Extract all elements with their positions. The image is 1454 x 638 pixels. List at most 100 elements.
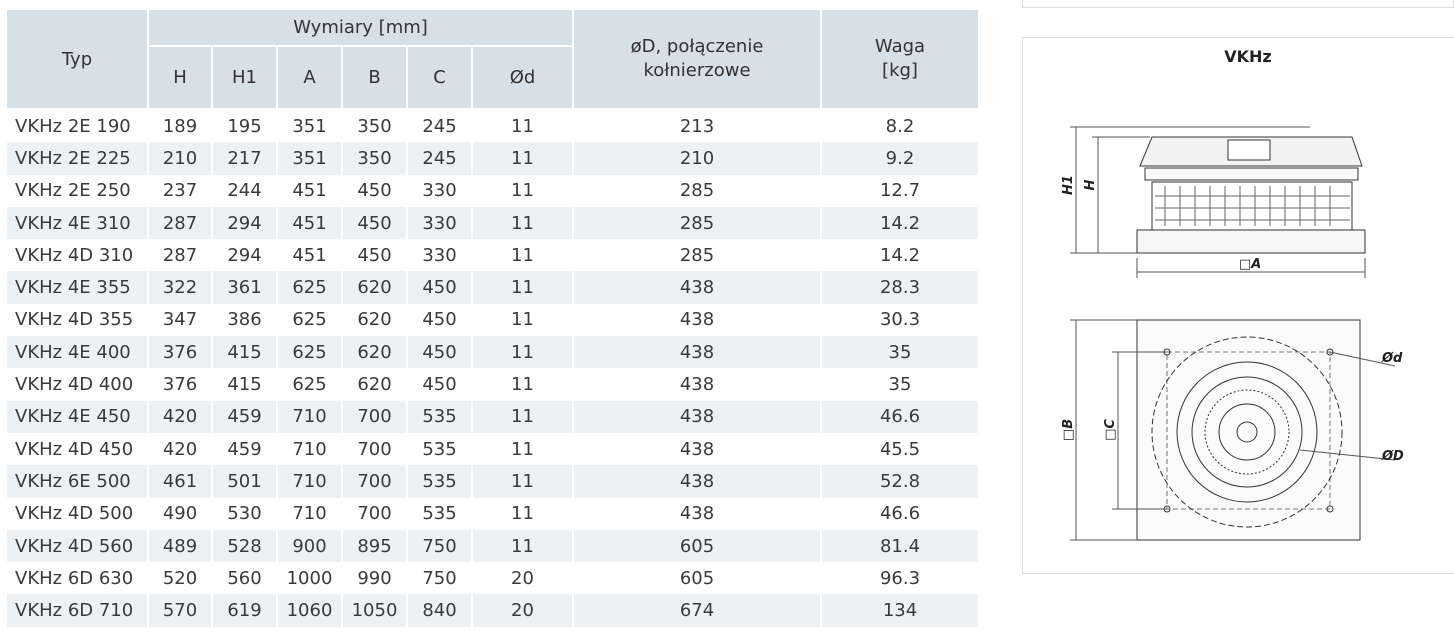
value-cell: 45.5 xyxy=(820,432,980,466)
value-cell: 386 xyxy=(211,303,278,337)
value-cell: 11 xyxy=(471,239,574,272)
value-cell: 750 xyxy=(406,562,473,595)
value-cell: 520 xyxy=(147,562,213,595)
value-cell: 11 xyxy=(471,336,574,369)
type-cell: VKHz 2E 225 xyxy=(5,142,149,175)
value-cell: 11 xyxy=(471,368,574,401)
table-row: VKHz 2E 250 237 244 451 450 330 11 285 12.7 xyxy=(5,174,980,207)
label-h: H xyxy=(1083,179,1098,190)
value-cell: 20 xyxy=(471,562,574,595)
table-row: VKHz 6D 710 570 619 1060 1050 840 20 674 134 xyxy=(5,594,980,627)
value-cell: 451 xyxy=(276,206,343,240)
value-cell: 210 xyxy=(147,142,213,175)
type-cell: VKHz 4E 355 xyxy=(5,271,149,304)
value-cell: 700 xyxy=(341,497,408,530)
table-row: VKHz 4D 560 489 528 900 895 750 11 605 81.4 xyxy=(5,529,980,563)
spec-table: Typ Wymiary [mm] øD, połączenie kołnierz… xyxy=(5,8,980,627)
value-cell: 438 xyxy=(572,497,822,530)
table-body: VKHz 2E 190 189 195 351 350 245 11 213 8.2 VKHz 2… xyxy=(5,109,980,627)
table-row: VKHz 4D 355 347 386 625 620 450 11 438 30.3 xyxy=(5,303,980,337)
value-cell: 11 xyxy=(471,142,574,175)
value-cell: 244 xyxy=(211,174,278,207)
value-cell: 450 xyxy=(341,206,408,240)
type-cell: VKHz 4E 400 xyxy=(5,336,149,369)
value-cell: 287 xyxy=(147,239,213,272)
value-cell: 11 xyxy=(471,303,574,337)
value-cell: 96.3 xyxy=(820,562,980,595)
value-cell: 438 xyxy=(572,303,822,337)
value-cell: 14.2 xyxy=(820,239,980,272)
value-cell: 285 xyxy=(572,239,822,272)
value-cell: 1050 xyxy=(341,594,408,627)
value-cell: 81.4 xyxy=(820,529,980,563)
value-cell: 52.8 xyxy=(820,465,980,498)
header-dim: B xyxy=(341,45,408,110)
type-cell: VKHz 6D 630 xyxy=(5,562,149,595)
value-cell: 501 xyxy=(211,465,278,498)
value-cell: 245 xyxy=(406,142,473,175)
value-cell: 605 xyxy=(572,562,822,595)
value-cell: 451 xyxy=(276,174,343,207)
value-cell: 189 xyxy=(147,109,213,143)
value-cell: 535 xyxy=(406,400,473,433)
value-cell: 450 xyxy=(341,174,408,207)
type-cell: VKHz 2E 250 xyxy=(5,174,149,207)
value-cell: 11 xyxy=(471,206,574,240)
value-cell: 459 xyxy=(211,432,278,466)
value-cell: 1000 xyxy=(276,562,343,595)
value-cell: 570 xyxy=(147,594,213,627)
value-cell: 347 xyxy=(147,303,213,337)
value-cell: 20 xyxy=(471,594,574,627)
header-group: Wymiary [mm] xyxy=(147,8,574,47)
value-cell: 322 xyxy=(147,271,213,304)
value-cell: 11 xyxy=(471,432,574,466)
value-cell: 11 xyxy=(471,529,574,563)
value-cell: 900 xyxy=(276,529,343,563)
drawing-title: VKHz xyxy=(1224,47,1271,66)
value-cell: 351 xyxy=(276,142,343,175)
value-cell: 438 xyxy=(572,368,822,401)
value-cell: 376 xyxy=(147,368,213,401)
value-cell: 895 xyxy=(341,529,408,563)
table-row: VKHz 4E 355 322 361 625 620 450 11 438 28.3 xyxy=(5,271,980,304)
type-cell: VKHz 4D 560 xyxy=(5,529,149,563)
header-weight: Waga [kg] xyxy=(820,8,980,110)
header-flange: øD, połączenie kołnierzowe xyxy=(572,8,822,110)
value-cell: 245 xyxy=(406,109,473,143)
type-cell: VKHz 4D 500 xyxy=(5,497,149,530)
top-view xyxy=(1070,319,1396,541)
label-d: Ød xyxy=(1381,351,1403,366)
value-cell: 450 xyxy=(406,303,473,337)
value-cell: 620 xyxy=(341,368,408,401)
value-cell: 285 xyxy=(572,206,822,240)
value-cell: 710 xyxy=(276,465,343,498)
value-cell: 451 xyxy=(276,239,343,272)
value-cell: 294 xyxy=(211,239,278,272)
type-cell: VKHz 6D 710 xyxy=(5,594,149,627)
value-cell: 351 xyxy=(276,109,343,143)
table-row: VKHz 4D 310 287 294 451 450 330 11 285 14.2 xyxy=(5,239,980,272)
value-cell: 350 xyxy=(341,109,408,143)
header-dim: H xyxy=(147,45,213,110)
value-cell: 11 xyxy=(471,109,574,143)
table-row: VKHz 6D 630 520 560 1000 990 750 20 605 96.3 xyxy=(5,562,980,595)
value-cell: 450 xyxy=(406,271,473,304)
value-cell: 438 xyxy=(572,336,822,369)
value-cell: 990 xyxy=(341,562,408,595)
label-b: □B xyxy=(1061,419,1076,441)
value-cell: 294 xyxy=(211,206,278,240)
table-row: VKHz 2E 190 189 195 351 350 245 11 213 8.2 xyxy=(5,109,980,143)
value-cell: 9.2 xyxy=(820,142,980,175)
value-cell: 438 xyxy=(572,400,822,433)
value-cell: 625 xyxy=(276,368,343,401)
value-cell: 213 xyxy=(572,109,822,143)
value-cell: 330 xyxy=(406,206,473,240)
type-cell: VKHz 4D 355 xyxy=(5,303,149,337)
value-cell: 459 xyxy=(211,400,278,433)
label-h1: H1 xyxy=(1061,175,1076,195)
side-view xyxy=(1070,126,1366,278)
value-cell: 14.2 xyxy=(820,206,980,240)
value-cell: 11 xyxy=(471,174,574,207)
value-cell: 750 xyxy=(406,529,473,563)
table-row: VKHz 4D 500 490 530 710 700 535 11 438 46.6 xyxy=(5,497,980,530)
